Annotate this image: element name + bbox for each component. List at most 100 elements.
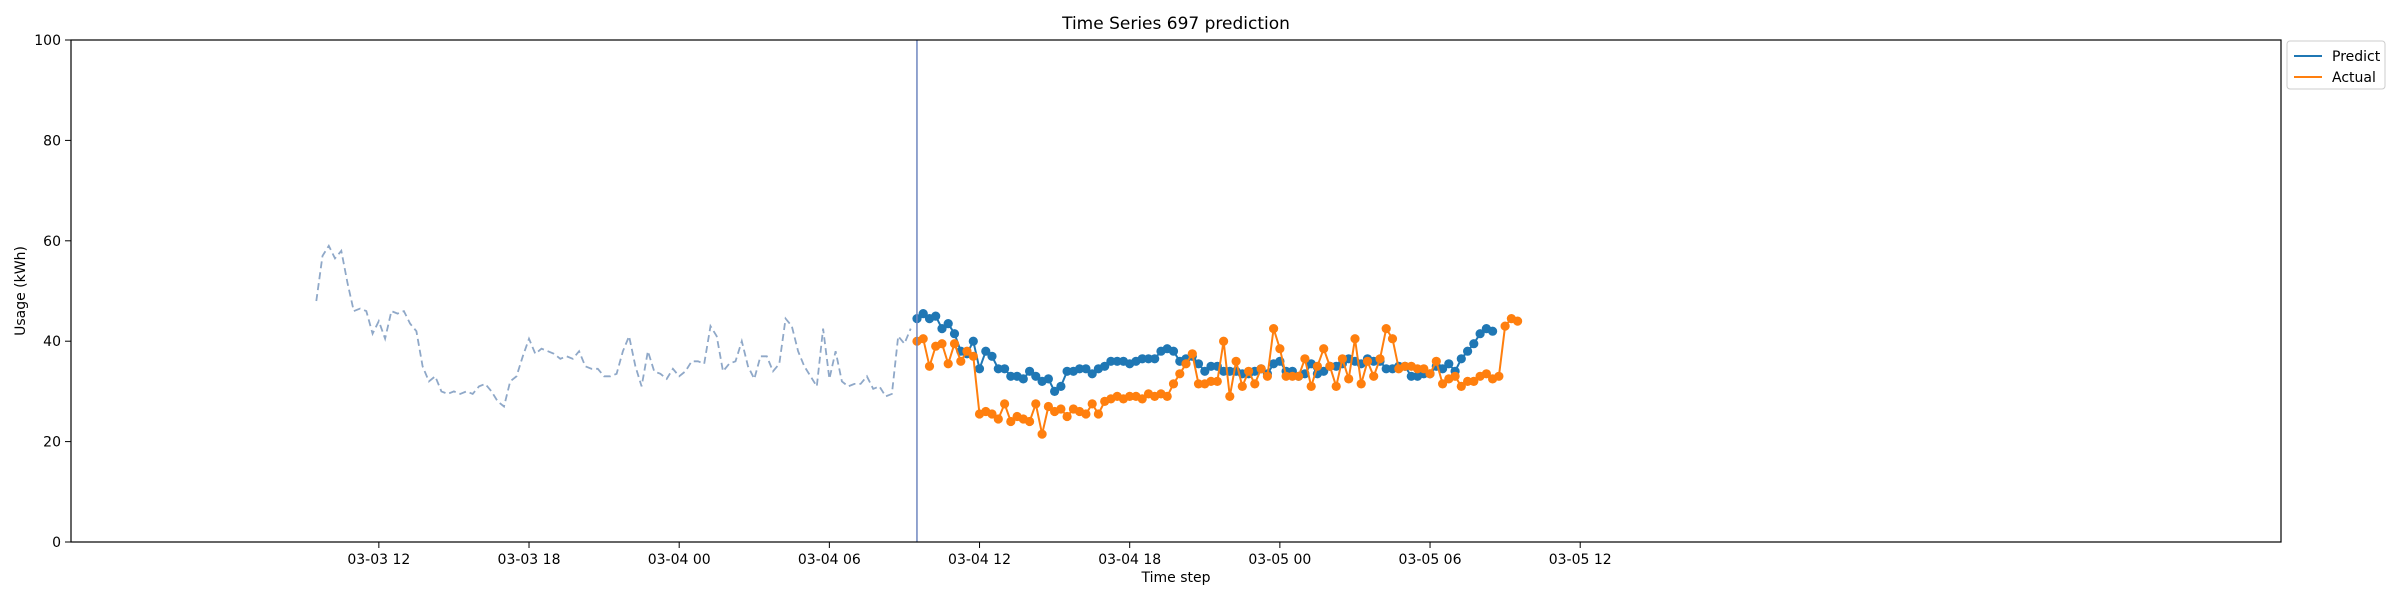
predict-point	[949, 329, 960, 339]
predict-point	[1087, 369, 1097, 379]
predict-point	[1469, 339, 1479, 349]
predict-point	[1081, 364, 1091, 374]
y-tick-label: 60	[43, 234, 61, 250]
predict-point	[993, 364, 1003, 374]
actual-point	[1456, 381, 1466, 391]
predict-point	[1062, 366, 1072, 376]
actual-point	[1000, 399, 1010, 409]
actual-point	[1362, 356, 1373, 366]
actual-point	[1400, 361, 1410, 371]
predict-point	[1381, 364, 1391, 374]
actual-point	[924, 361, 935, 371]
actual-point	[1037, 429, 1047, 439]
actual-point	[937, 339, 947, 349]
actual-point	[987, 409, 997, 419]
chart-title: Time Series 697 prediction	[1061, 14, 1290, 34]
actual-point	[1381, 324, 1391, 334]
predict-point	[1438, 364, 1448, 374]
predict-point	[1100, 361, 1110, 371]
actual-point	[1006, 416, 1016, 427]
legend-predict-label: Predict	[2332, 49, 2381, 65]
legend-actual-label: Actual	[2332, 70, 2376, 86]
predict-point	[1444, 359, 1454, 369]
actual-point	[1387, 334, 1398, 344]
predict-point	[1018, 374, 1028, 384]
actual-point	[918, 334, 928, 344]
actual-point	[1162, 391, 1172, 401]
actual-point	[1469, 376, 1479, 386]
actual-point	[1481, 369, 1491, 379]
x-axis: 03-03 12 03-03 18 03-04 00 03-04 06 03-04 12…	[347, 542, 1612, 568]
predict-point	[1031, 371, 1041, 381]
actual-point	[1175, 369, 1185, 379]
predict-point	[918, 309, 928, 319]
predict-point	[1075, 364, 1085, 374]
actual-point	[1206, 376, 1216, 386]
legend: Predict Actual	[2286, 40, 2386, 90]
predict-point	[943, 319, 953, 329]
actual-point	[949, 339, 960, 349]
actual-point	[1294, 371, 1304, 381]
actual-point	[1356, 379, 1366, 389]
actual-point	[1425, 369, 1435, 379]
actual-point	[1244, 366, 1254, 376]
actual-point	[1319, 344, 1329, 354]
actual-point	[1450, 371, 1460, 381]
predict-point	[1106, 356, 1116, 366]
x-tick-label: 03-05 06	[1399, 552, 1462, 568]
actual-point	[1431, 356, 1441, 366]
actual-point	[1231, 356, 1241, 366]
actual-point	[1331, 381, 1341, 391]
actual-point	[1250, 379, 1260, 389]
actual-point	[1306, 381, 1316, 391]
predict-point	[1488, 326, 1498, 336]
actual-point	[1093, 409, 1103, 419]
predict-point	[1000, 364, 1010, 374]
actual-point	[1438, 379, 1448, 389]
predict-point	[1463, 346, 1473, 356]
predict-point	[974, 364, 985, 374]
actual-series-layer	[912, 314, 1523, 439]
predict-point	[1193, 359, 1204, 369]
actual-point	[1219, 336, 1229, 346]
x-tick-label: 03-05 12	[1549, 552, 1612, 568]
actual-point	[1262, 371, 1272, 381]
actual-point	[1087, 399, 1097, 409]
actual-point	[1137, 394, 1147, 404]
actual-point	[1031, 399, 1041, 409]
actual-point	[1269, 324, 1279, 334]
x-tick-label: 03-03 18	[498, 552, 561, 568]
actual-point	[1056, 404, 1066, 414]
y-tick-label: 80	[43, 133, 61, 149]
plot-background	[71, 40, 2281, 542]
actual-point	[1325, 361, 1335, 371]
x-tick-label: 03-04 18	[1098, 552, 1161, 568]
actual-point	[1168, 379, 1179, 389]
predict-point	[1050, 386, 1060, 396]
actual-point	[993, 414, 1003, 424]
y-tick-label: 20	[43, 435, 61, 451]
x-tick-label: 03-05 00	[1248, 552, 1311, 568]
plot-frame	[70, 39, 2282, 543]
predict-point	[1206, 361, 1216, 371]
actual-point	[1275, 344, 1285, 354]
actual-point	[1412, 364, 1423, 374]
actual-point	[1193, 379, 1204, 389]
y-tick-label: 100	[34, 33, 61, 49]
actual-point	[956, 356, 966, 366]
y-axis-label: Usage (kWh)	[13, 246, 29, 336]
predict-point	[1456, 354, 1466, 364]
actual-point	[1281, 371, 1291, 381]
predict-point	[931, 311, 941, 321]
actual-point	[1225, 391, 1235, 401]
predict-point	[1168, 346, 1179, 356]
actual-point	[968, 351, 978, 361]
actual-point	[1043, 401, 1053, 412]
predict-point	[1319, 366, 1329, 376]
actual-point	[1312, 361, 1322, 371]
actual-point	[1300, 354, 1310, 364]
x-tick-label: 03-04 00	[648, 552, 711, 568]
predict-point	[1006, 371, 1016, 381]
predict-point	[1475, 329, 1485, 339]
